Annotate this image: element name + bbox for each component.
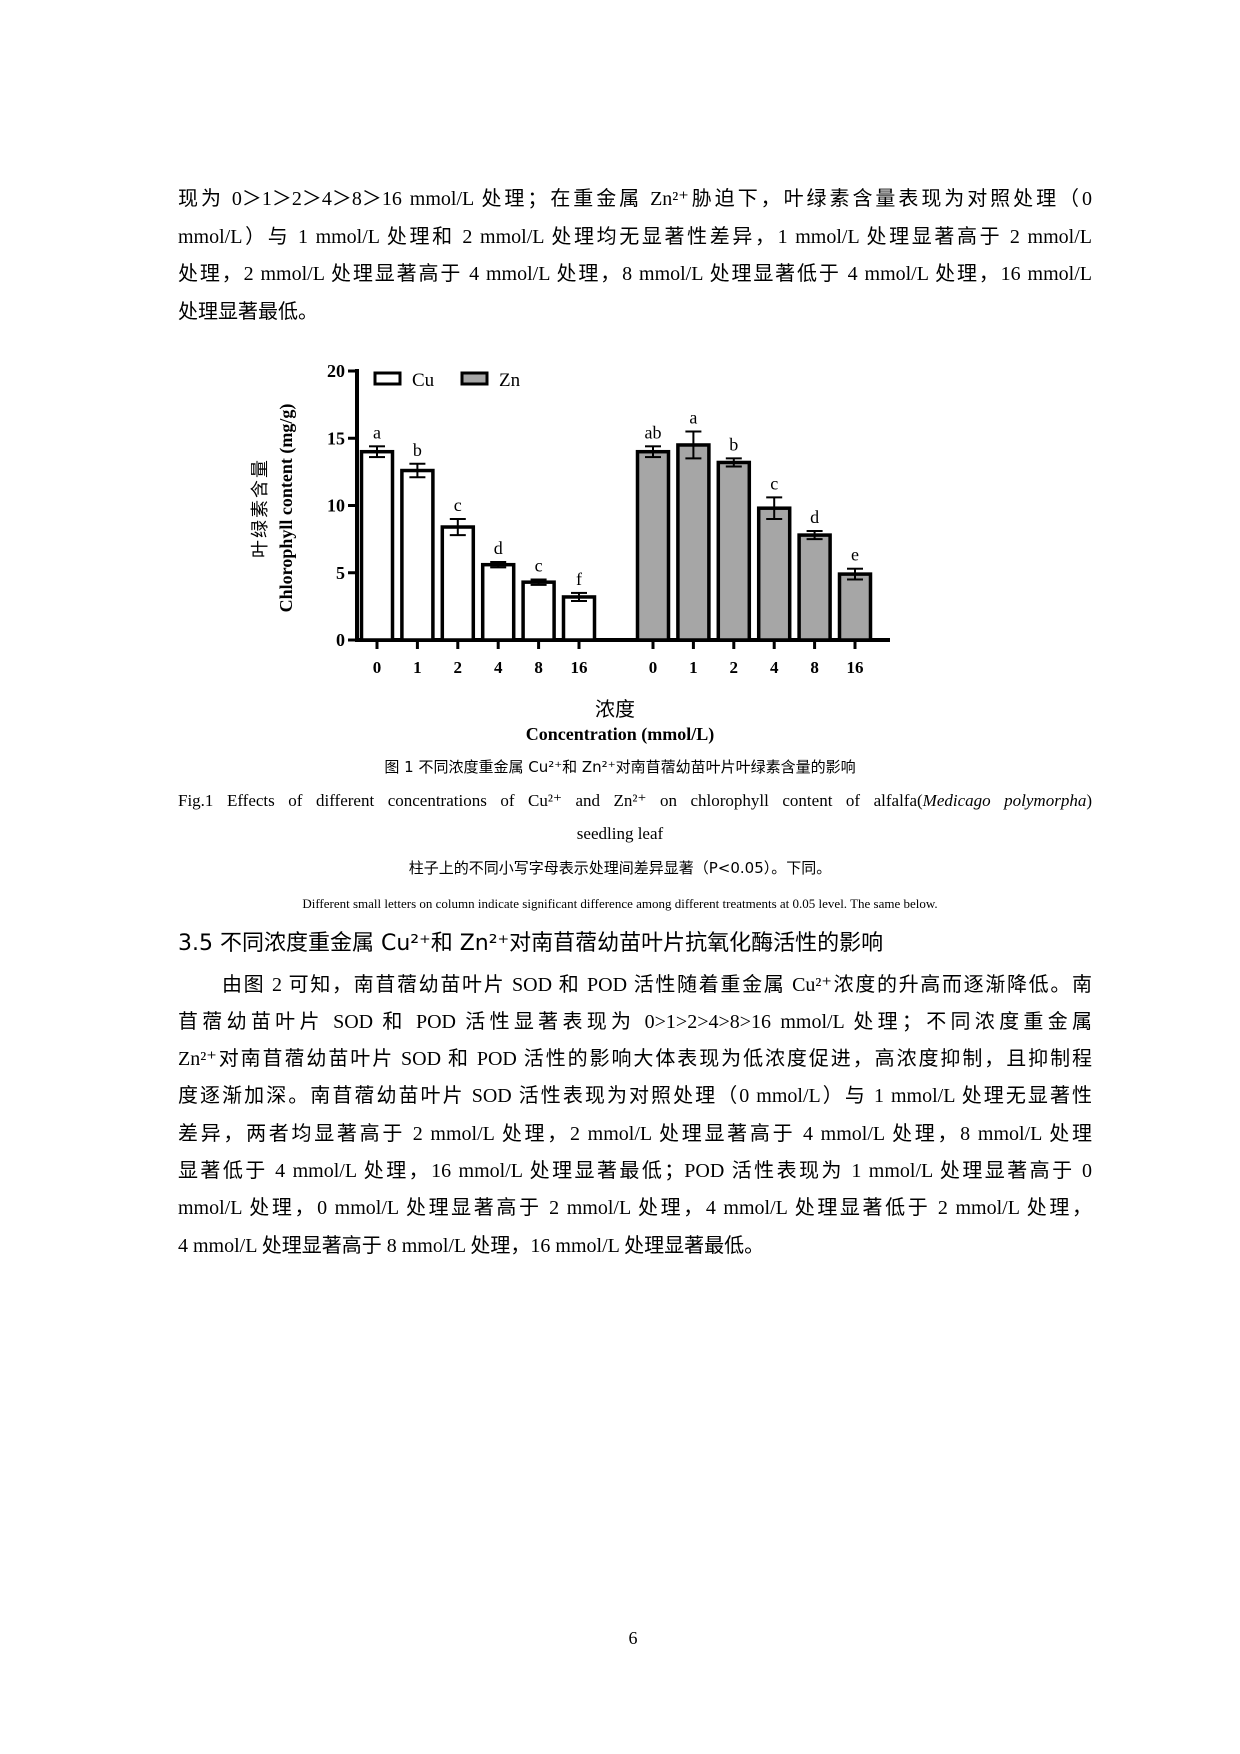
- bar-zn-1: [676, 443, 711, 642]
- x-tick-label: 1: [689, 658, 698, 677]
- figure-caption-en: Fig.1 Effects of different concentration…: [178, 790, 1092, 812]
- figure-note-en: Different small letters on column indica…: [302, 896, 938, 911]
- x-tick-label: 4: [494, 658, 503, 677]
- significance-letter: c: [535, 555, 543, 575]
- significance-letter: a: [373, 422, 381, 442]
- text-line: 度逐渐加深。南苜蓿幼苗叶片 SOD 活性表现为对照处理（0 mmol/L）与 1…: [178, 1085, 1092, 1107]
- significance-letter: b: [413, 440, 422, 460]
- y-tick-label: 5: [336, 563, 345, 583]
- x-axis-label-cn: 浓度: [595, 697, 635, 721]
- text-line: 4 mmol/L 处理显著高于 8 mmol/L 处理，16 mmol/L 处理…: [178, 1235, 765, 1257]
- bar-cu-8: [521, 580, 556, 642]
- bar-cu-2: [440, 525, 476, 642]
- significance-letter: c: [770, 473, 778, 493]
- bar-zn-2: [716, 460, 752, 642]
- text-line: 处理显著最低。: [178, 301, 318, 323]
- caption-species: Medicago polymorpha: [922, 791, 1087, 810]
- x-tick-label: 16: [847, 658, 864, 677]
- caption-en-close: ): [1086, 791, 1092, 810]
- y-tick-label: 10: [327, 496, 345, 516]
- bar-cu-4: [480, 562, 516, 642]
- x-tick-label: 0: [373, 658, 382, 677]
- x-tick-label: 2: [454, 658, 463, 677]
- bar-zn-4: [756, 506, 792, 642]
- significance-letter: e: [851, 545, 859, 565]
- text-line: mmol/L 处理，0 mmol/L 处理显著高于 2 mmol/L 处理，4 …: [178, 1197, 1092, 1219]
- figure-note-cn: 柱子上的不同小写字母表示处理间差异显著（P<0.05）。下同。: [408, 859, 832, 877]
- x-tick-label: 16: [571, 658, 588, 677]
- text-line: 苜蓿幼苗叶片 SOD 和 POD 活性显著表现为 0>1>2>4>8>16 mm…: [178, 1011, 1092, 1033]
- x-tick-label: 4: [770, 658, 779, 677]
- section-heading: 3.5 不同浓度重金属 Cu²⁺和 Zn²⁺对南苜蓿幼苗叶片抗氧化酶活性的影响: [178, 931, 884, 956]
- chlorophyll-bar-chart: 0 5 10 15 20 a 0 b 1 c 2 d 4 c 8 f 16 ab 0 a 1 b 2 c 4 d 8 e 16 Cu Zn 叶…: [250, 361, 890, 745]
- figure-caption-cn: 图 1 不同浓度重金属 Cu²⁺和 Zn²⁺对南苜蓿幼苗叶片叶绿素含量的影响: [384, 758, 856, 776]
- significance-letter: b: [729, 434, 738, 454]
- legend-label: Cu: [412, 370, 435, 391]
- significance-letter: a: [689, 408, 697, 428]
- x-tick-label: 8: [534, 658, 543, 677]
- text-line: 现为 0＞1＞2＞4＞8＞16 mmol/L 处理；在重金属 Zn²⁺胁迫下，叶…: [178, 188, 1092, 210]
- significance-letter: d: [494, 538, 503, 558]
- y-axis-label: Chlorophyll content (mg/g): [276, 404, 297, 613]
- caption-en-text: Fig.1 Effects of different concentration…: [178, 791, 923, 810]
- bar-zn-8: [797, 533, 832, 642]
- significance-letter: ab: [645, 422, 662, 442]
- figure-caption-en-line2: seedling leaf: [576, 824, 664, 843]
- significance-letter: c: [454, 495, 462, 515]
- page-number: 6: [628, 1628, 638, 1648]
- x-tick-label: 1: [413, 658, 422, 677]
- bar-cu-1: [400, 468, 435, 642]
- y-tick-label: 0: [336, 630, 345, 650]
- text-line: 由图 2 可知，南苜蓿幼苗叶片 SOD 和 POD 活性随着重金属 Cu²⁺浓度…: [222, 974, 1092, 996]
- legend-label: Zn: [499, 370, 521, 391]
- text-line: mmol/L）与 1 mmol/L 处理和 2 mmol/L 处理均无显著性差异…: [178, 226, 1092, 248]
- x-tick-label: 2: [730, 658, 739, 677]
- significance-letter: d: [810, 507, 819, 527]
- bar-cu-16: [561, 595, 597, 642]
- bar-zn-16: [837, 572, 873, 642]
- significance-letter: f: [576, 569, 582, 589]
- x-tick-label: 0: [649, 658, 658, 677]
- text-line: 差异，两者均显著高于 2 mmol/L 处理，2 mmol/L 处理显著高于 4…: [178, 1123, 1092, 1145]
- bar-cu-0: [359, 449, 395, 642]
- x-axis-label: Concentration (mmol/L): [526, 724, 714, 745]
- x-tick-label: 8: [810, 658, 819, 677]
- legend-swatch-zn: [460, 371, 489, 386]
- text-line: 处理，2 mmol/L 处理显著高于 4 mmol/L 处理，8 mmol/L …: [178, 263, 1092, 285]
- y-tick-label: 15: [327, 428, 345, 448]
- legend-swatch-cu: [373, 371, 402, 386]
- text-line: Zn²⁺对南苜蓿幼苗叶片 SOD 和 POD 活性的影响大体表现为低浓度促进，高…: [178, 1048, 1092, 1070]
- y-tick-label: 20: [327, 361, 345, 381]
- text-line: 显著低于 4 mmol/L 处理，16 mmol/L 处理显著最低；POD 活性…: [178, 1160, 1092, 1182]
- bar-zn-0: [635, 449, 671, 642]
- y-axis-label-cn: 叶绿素含量: [250, 458, 271, 558]
